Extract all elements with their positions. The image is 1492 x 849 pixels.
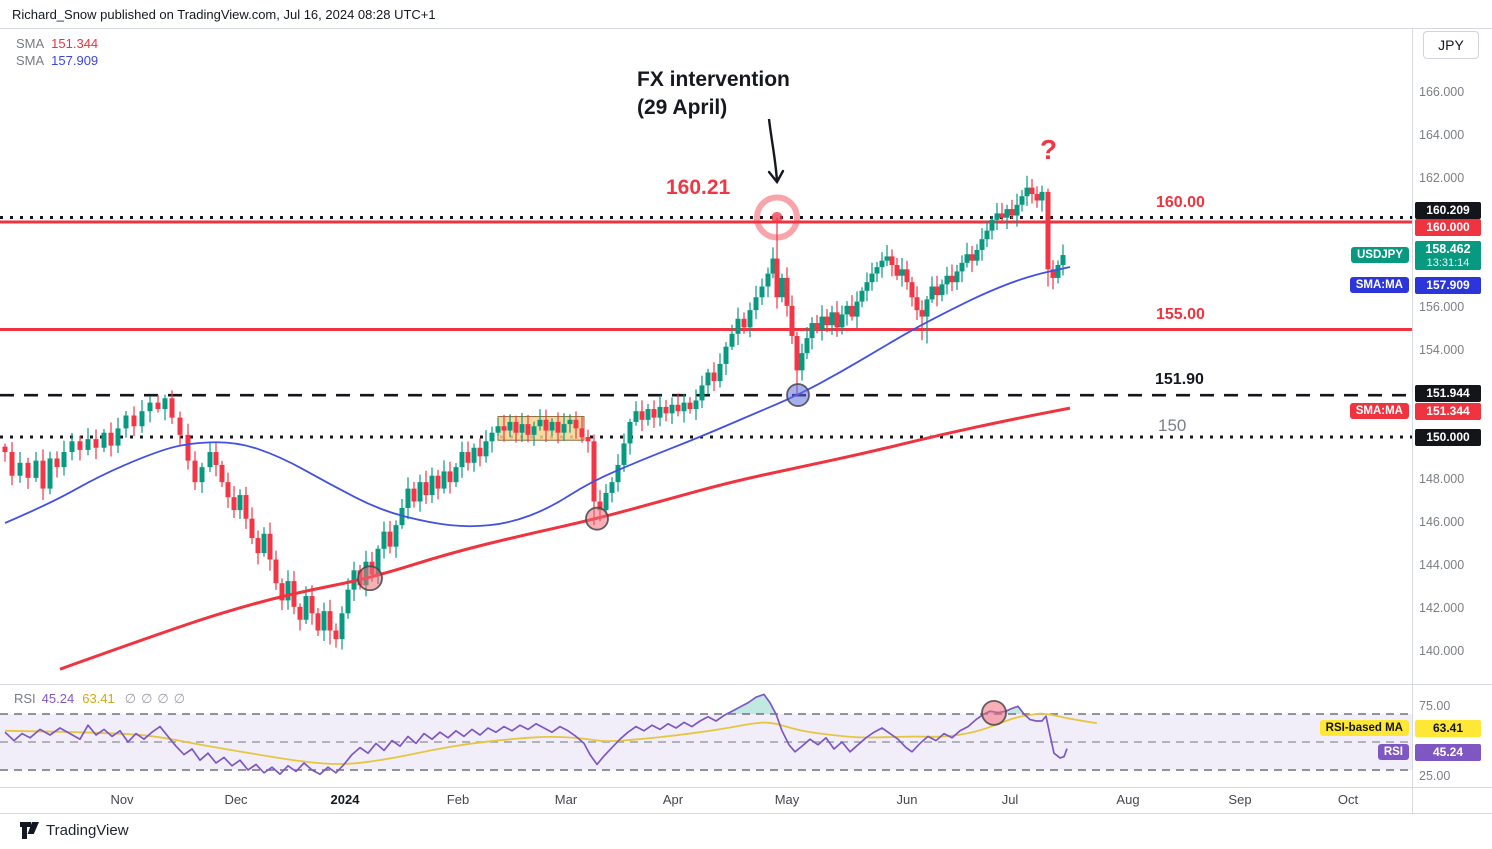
rsi-label: RSI — [14, 691, 36, 706]
level-label-155: 155.00 — [1156, 306, 1205, 323]
level-label-151-90: 151.90 — [1155, 371, 1204, 388]
time-tick-Dec: Dec — [224, 792, 248, 807]
time-tick-Aug: Aug — [1116, 792, 1140, 807]
axis-chip-151.344: 151.344 — [1415, 402, 1481, 420]
candles-group — [2, 175, 1066, 650]
time-tick-Sep: Sep — [1228, 792, 1252, 807]
blue-circle-marker — [786, 383, 810, 407]
time-tick-Oct: Oct — [1337, 792, 1359, 807]
intervention-target-dot — [771, 211, 783, 223]
last-price-chip: 158.462 13:31:14 — [1415, 241, 1481, 270]
annotation-arrow — [767, 118, 779, 183]
rsi-tick-75.00: 75.00 — [1419, 699, 1451, 713]
price-tick-148.000: 148.000 — [1419, 472, 1465, 486]
price-tick-142.000: 142.000 — [1419, 601, 1465, 615]
fx-intervention-annotation: FX intervention (29 April) — [637, 66, 790, 122]
fx-annotation-line2: (29 April) — [637, 96, 728, 119]
rsi-legend[interactable]: RSI 45.24 63.41 ∅ ∅ ∅ ∅ — [14, 691, 190, 707]
fx-annotation-line1: FX intervention — [637, 68, 790, 91]
sma2-value: 157.909 — [51, 53, 99, 68]
pink-circle-marker — [981, 699, 1007, 726]
time-tick-Nov: Nov — [110, 792, 134, 807]
price-tick-146.000: 146.000 — [1419, 515, 1465, 529]
level-label-150: 150 — [1158, 416, 1187, 435]
series-chip-usdjpy: USDJPY — [1350, 247, 1409, 263]
time-tick-2024: 2024 — [330, 792, 360, 807]
axis-chip-151.944: 151.944 — [1415, 384, 1481, 402]
time-tick-May: May — [774, 792, 800, 807]
rsi-empty-params: ∅ ∅ ∅ ∅ — [125, 691, 190, 706]
axis-chip-160.000: 160.000 — [1415, 218, 1481, 236]
rsi-empty-param: ∅ — [173, 691, 186, 706]
series-chip-rsi: RSI — [1377, 744, 1409, 760]
axis-chip-45.24: 45.24 — [1415, 743, 1481, 761]
price-tick-156.000: 156.000 — [1419, 300, 1465, 314]
pink-circle-marker — [585, 506, 609, 531]
publish-header: Richard_Snow published on TradingView.co… — [12, 7, 436, 22]
price-tick-144.000: 144.000 — [1419, 558, 1465, 572]
annotation-arrowhead — [767, 169, 785, 185]
price-tick-164.000: 164.000 — [1419, 128, 1465, 142]
pink-circle-marker — [357, 565, 383, 592]
rsi-empty-param: ∅ — [157, 691, 169, 706]
tradingview-logo-text: TradingView — [46, 822, 129, 839]
sma-legend-row-1: SMA 151.344 — [16, 35, 98, 52]
rsi-overbought-fill — [726, 694, 776, 714]
time-tick-Jul: Jul — [1001, 792, 1019, 807]
axis-chip-150.000: 150.000 — [1415, 428, 1481, 446]
last-price-value: 158.462 — [1425, 242, 1471, 256]
sma1-value: 151.344 — [51, 36, 99, 51]
tradingview-logo-icon — [20, 822, 39, 839]
price-tick-166.000: 166.000 — [1419, 85, 1465, 99]
question-mark-annotation: ? — [1040, 134, 1058, 165]
sma-legend-row-2: SMA 157.909 — [16, 52, 98, 69]
currency-unit-button[interactable]: JPY — [1423, 31, 1479, 59]
price-tick-140.000: 140.000 — [1419, 644, 1465, 658]
price-tick-154.000: 154.000 — [1419, 343, 1465, 357]
indicator-legend[interactable]: SMA 151.344 SMA 157.909 — [16, 35, 98, 69]
axis-chip-63.41: 63.41 — [1415, 719, 1481, 737]
series-chip-sma-ma: SMA:MA — [1349, 403, 1409, 419]
rsi-line — [4, 693, 1068, 776]
sma2-label: SMA — [16, 53, 45, 68]
series-chip-sma-ma: SMA:MA — [1349, 277, 1409, 293]
series-chip-rsi-based-ma: RSI-based MA — [1319, 720, 1409, 736]
time-tick-Mar: Mar — [554, 792, 578, 807]
rsi-empty-param: ∅ — [124, 691, 137, 706]
axis-chip-160.209: 160.209 — [1415, 201, 1481, 219]
publish-text: Richard_Snow published on TradingView.co… — [12, 7, 436, 22]
intervention-price-label: 160.21 — [666, 176, 731, 199]
rsi-ma-value: 63.41 — [82, 691, 115, 706]
sma-200-red-line — [59, 406, 1071, 671]
rsi-tick-25.00: 25.00 — [1419, 769, 1451, 783]
rsi-empty-param: ∅ — [141, 691, 153, 706]
sma-50-blue-line — [4, 266, 1071, 528]
rsi-ma-line — [4, 712, 1098, 765]
axis-chip-157.909: 157.909 — [1415, 276, 1481, 294]
rsi-value: 45.24 — [41, 691, 75, 706]
level-label-160: 160.00 — [1156, 194, 1205, 211]
tradingview-logo[interactable]: TradingView — [20, 822, 129, 839]
intervention-target-marker — [754, 194, 800, 241]
price-tick-162.000: 162.000 — [1419, 171, 1465, 185]
time-tick-Apr: Apr — [662, 792, 684, 807]
sma1-label: SMA — [16, 36, 45, 51]
bar-countdown: 13:31:14 — [1426, 257, 1470, 269]
time-tick-Jun: Jun — [896, 792, 918, 807]
time-tick-Feb: Feb — [446, 792, 470, 807]
